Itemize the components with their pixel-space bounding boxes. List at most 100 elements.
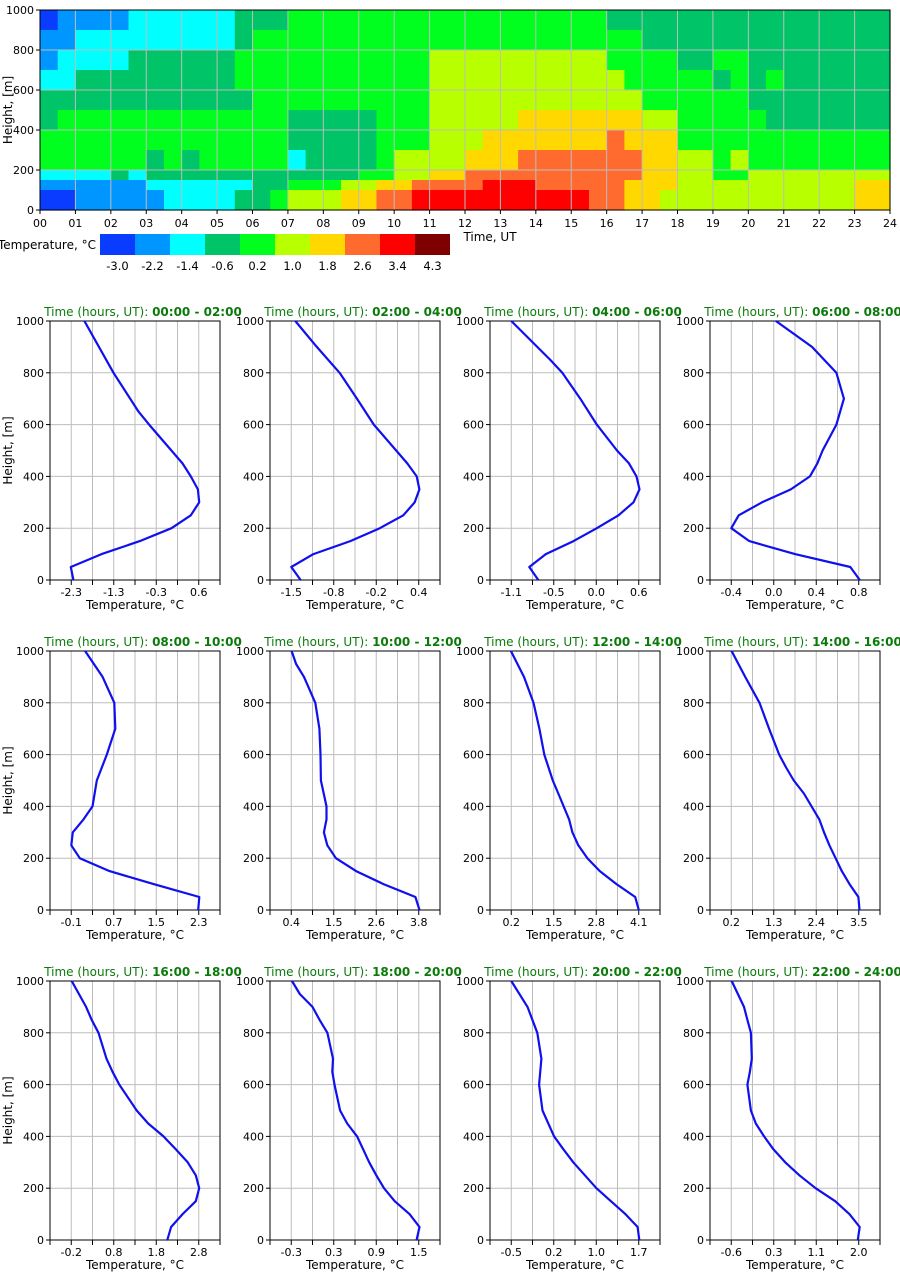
heatmap-cell xyxy=(287,70,307,91)
y-tick-label: 400 xyxy=(243,800,264,813)
heatmap-cell xyxy=(341,170,360,181)
heatmap-cell xyxy=(429,110,448,131)
heatmap-cell xyxy=(677,90,696,111)
profile-point xyxy=(373,423,375,426)
heatmap-cell xyxy=(535,130,555,151)
heatmap-cell xyxy=(75,110,94,131)
x-tick-label: 0.4 xyxy=(410,586,428,599)
heatmap-cell xyxy=(146,180,165,191)
x-tick-label: 1.5 xyxy=(410,1246,428,1259)
heatmap-cell xyxy=(642,190,661,211)
y-tick-label: 1000 xyxy=(16,975,44,988)
profile-point xyxy=(763,1135,765,1138)
heatmap-cell xyxy=(500,90,519,111)
heatmap-cell xyxy=(854,170,873,181)
profile-point xyxy=(818,818,821,821)
heatmap-cell xyxy=(606,180,625,191)
profile-point xyxy=(811,346,813,348)
y-tick-label: 200 xyxy=(683,1182,704,1195)
profile-point xyxy=(858,909,861,911)
heatmap-cell xyxy=(40,50,59,71)
y-tick-label: 0 xyxy=(37,574,44,587)
x-tick-label: 04 xyxy=(175,217,189,230)
x-tick-label: 14 xyxy=(529,217,543,230)
x-tick-label: 21 xyxy=(777,217,791,230)
heatmap-cell xyxy=(659,10,679,31)
heatmap-cell xyxy=(535,190,555,211)
heatmap-cell xyxy=(553,90,572,111)
profile-point xyxy=(326,844,329,847)
heatmap-cell xyxy=(305,70,324,91)
heatmap-cell xyxy=(872,50,891,71)
heatmap-cell xyxy=(252,70,271,91)
heatmap-cell xyxy=(553,110,572,131)
profile-point xyxy=(338,372,341,374)
profile-point xyxy=(814,1187,817,1189)
profile-point xyxy=(186,1161,189,1164)
profile-panel: -1.1 -0.5 0.0 0.6 0 200 400 600 800 1000 Temperatu… xyxy=(456,305,682,612)
y-tick-label: 0 xyxy=(697,1234,704,1247)
panel-title: Time (hours, UT): 22:00 - 24:00 xyxy=(703,965,900,979)
heatmap-cell xyxy=(695,130,714,151)
profile-point xyxy=(335,857,337,859)
profile-point xyxy=(599,870,601,872)
profile-point xyxy=(510,980,513,982)
heatmap-cell xyxy=(465,30,484,51)
heatmap-cell xyxy=(819,90,838,111)
x-tick-label: -0.8 xyxy=(323,586,344,599)
x-tick-label: -0.3 xyxy=(146,586,167,599)
profile-point xyxy=(70,980,73,982)
heatmap-cell xyxy=(75,30,94,51)
y-tick-label: 400 xyxy=(463,1130,484,1143)
y-tick-label: 0 xyxy=(697,904,704,917)
colorbar: -3.0 -2.2 -1.4 -0.6 0.2 1.0 1.8 2.6 3.4 4.3 Temper… xyxy=(0,234,450,273)
heatmap-cell xyxy=(217,180,236,191)
heatmap-cell xyxy=(93,130,112,151)
heatmap-cell xyxy=(659,190,679,211)
profile-point xyxy=(730,650,733,652)
profile-point xyxy=(775,320,777,322)
heatmap-cell xyxy=(181,130,200,151)
heatmap-cell xyxy=(93,90,112,111)
heatmap-cell xyxy=(500,50,519,71)
profile-point xyxy=(323,831,325,834)
profile-point xyxy=(543,753,546,756)
heatmap-cell xyxy=(181,180,200,191)
heatmap-cell xyxy=(588,90,608,111)
y-tick-label: 800 xyxy=(463,1027,484,1040)
profile-point xyxy=(541,1109,544,1112)
heatmap-cell xyxy=(128,50,147,71)
panel-title-time: 12:00 - 14:00 xyxy=(592,635,682,649)
heatmap-cell xyxy=(642,130,661,151)
heatmap-cell xyxy=(518,130,537,151)
profile-point xyxy=(303,676,305,678)
heatmap-cell xyxy=(518,150,537,171)
heatmap-cell xyxy=(429,180,448,191)
panel-title-prefix: Time (hours, UT): xyxy=(703,635,812,649)
heatmap-cell xyxy=(411,110,431,131)
x-tick-label: 23 xyxy=(848,217,862,230)
heatmap-cell xyxy=(394,90,413,111)
heatmap-cell xyxy=(766,50,785,71)
profile-panel: 0.2 1.3 2.4 3.5 0 200 400 600 800 1000 Temperature… xyxy=(676,635,900,942)
profile-point xyxy=(97,1032,100,1034)
heatmap-cell xyxy=(465,180,484,191)
heatmap-cell xyxy=(730,150,749,171)
heatmap-cell xyxy=(323,180,342,191)
colorbar-level: 3.4 xyxy=(388,259,406,273)
heatmap-cell xyxy=(730,30,749,51)
heatmap-cell xyxy=(110,170,130,181)
heatmap-cell xyxy=(57,190,77,211)
heatmap-cell xyxy=(571,30,590,51)
profile-point xyxy=(624,1213,627,1215)
profile-point xyxy=(746,1083,749,1086)
x-tick-label: 2.6 xyxy=(368,916,386,929)
heatmap-cell xyxy=(624,190,643,211)
heatmap-cell xyxy=(234,190,254,211)
x-tick-label: 0.8 xyxy=(850,586,868,599)
heatmap-cell xyxy=(854,70,873,91)
heatmap-cell xyxy=(287,30,307,51)
x-tick-label: 0.3 xyxy=(325,1246,343,1259)
heatmap-cell xyxy=(606,170,625,181)
x-axis-label: Temperature, °C xyxy=(85,928,184,942)
